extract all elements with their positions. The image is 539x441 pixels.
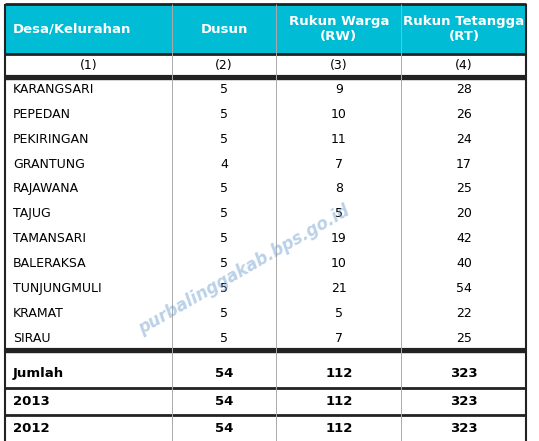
Bar <box>5 415 527 441</box>
Text: 4: 4 <box>220 157 228 171</box>
Bar <box>5 176 527 202</box>
Text: 323: 323 <box>450 367 478 380</box>
Text: 21: 21 <box>331 282 347 295</box>
Text: 5: 5 <box>220 83 228 96</box>
Text: 5: 5 <box>220 183 228 195</box>
Text: KRAMAT: KRAMAT <box>13 306 64 320</box>
Text: Jumlah: Jumlah <box>13 367 64 380</box>
Bar <box>5 276 527 301</box>
Text: 112: 112 <box>325 422 353 435</box>
Text: 323: 323 <box>450 422 478 435</box>
Text: 20: 20 <box>456 207 472 220</box>
Text: 25: 25 <box>456 332 472 344</box>
Bar <box>5 102 527 127</box>
Text: 10: 10 <box>331 257 347 270</box>
Text: purbalinggakab.bps.go.id: purbalinggakab.bps.go.id <box>136 202 354 338</box>
Text: (1): (1) <box>80 60 98 72</box>
Text: 7: 7 <box>335 332 343 344</box>
Text: 7: 7 <box>335 157 343 171</box>
Text: 42: 42 <box>456 232 472 245</box>
Text: 17: 17 <box>456 157 472 171</box>
Bar <box>5 55 527 77</box>
Text: PEPEDAN: PEPEDAN <box>13 108 71 121</box>
Text: 323: 323 <box>450 395 478 408</box>
Text: 25: 25 <box>456 183 472 195</box>
Text: 5: 5 <box>220 306 228 320</box>
Text: 40: 40 <box>456 257 472 270</box>
Bar <box>5 127 527 152</box>
Text: 54: 54 <box>215 395 233 408</box>
Text: 5: 5 <box>335 306 343 320</box>
Text: 5: 5 <box>220 133 228 146</box>
Text: SIRAU: SIRAU <box>13 332 51 344</box>
Text: Desa/Kelurahan: Desa/Kelurahan <box>13 23 132 36</box>
Bar <box>5 388 527 415</box>
Text: 5: 5 <box>220 257 228 270</box>
Bar <box>5 226 527 251</box>
Text: 19: 19 <box>331 232 347 245</box>
Text: 54: 54 <box>215 367 233 380</box>
Text: BALERAKSA: BALERAKSA <box>13 257 87 270</box>
Text: 2012: 2012 <box>13 422 50 435</box>
Text: 54: 54 <box>215 422 233 435</box>
Text: (2): (2) <box>216 60 233 72</box>
Text: 26: 26 <box>456 108 472 121</box>
Bar <box>5 4 527 55</box>
Text: 2013: 2013 <box>13 395 50 408</box>
Text: Dusun: Dusun <box>201 23 248 36</box>
Text: 5: 5 <box>335 207 343 220</box>
Bar <box>5 251 527 276</box>
Text: 24: 24 <box>456 133 472 146</box>
Text: PEKIRINGAN: PEKIRINGAN <box>13 133 89 146</box>
Text: 5: 5 <box>220 207 228 220</box>
Text: TUNJUNGMULI: TUNJUNGMULI <box>13 282 102 295</box>
Text: 5: 5 <box>220 108 228 121</box>
Text: 9: 9 <box>335 83 343 96</box>
Text: 54: 54 <box>456 282 472 295</box>
Text: 11: 11 <box>331 133 347 146</box>
Text: 10: 10 <box>331 108 347 121</box>
Text: 22: 22 <box>456 306 472 320</box>
Text: Rukun Tetangga
(RT): Rukun Tetangga (RT) <box>403 15 524 43</box>
Bar <box>5 202 527 226</box>
Text: KARANGSARI: KARANGSARI <box>13 83 94 96</box>
Bar <box>5 152 527 176</box>
Text: 5: 5 <box>220 232 228 245</box>
Text: Rukun Warga
(RW): Rukun Warga (RW) <box>289 15 389 43</box>
Text: 112: 112 <box>325 395 353 408</box>
Text: 5: 5 <box>220 332 228 344</box>
Text: 112: 112 <box>325 367 353 380</box>
Text: 5: 5 <box>220 282 228 295</box>
Bar <box>5 360 527 388</box>
Text: TAJUG: TAJUG <box>13 207 51 220</box>
Text: (3): (3) <box>330 60 348 72</box>
Text: (4): (4) <box>455 60 473 72</box>
Bar <box>5 325 527 351</box>
Bar <box>5 77 527 102</box>
Text: RAJAWANA: RAJAWANA <box>13 183 79 195</box>
Text: GRANTUNG: GRANTUNG <box>13 157 85 171</box>
Text: 8: 8 <box>335 183 343 195</box>
Text: 28: 28 <box>456 83 472 96</box>
Bar <box>5 301 527 325</box>
Text: TAMANSARI: TAMANSARI <box>13 232 86 245</box>
